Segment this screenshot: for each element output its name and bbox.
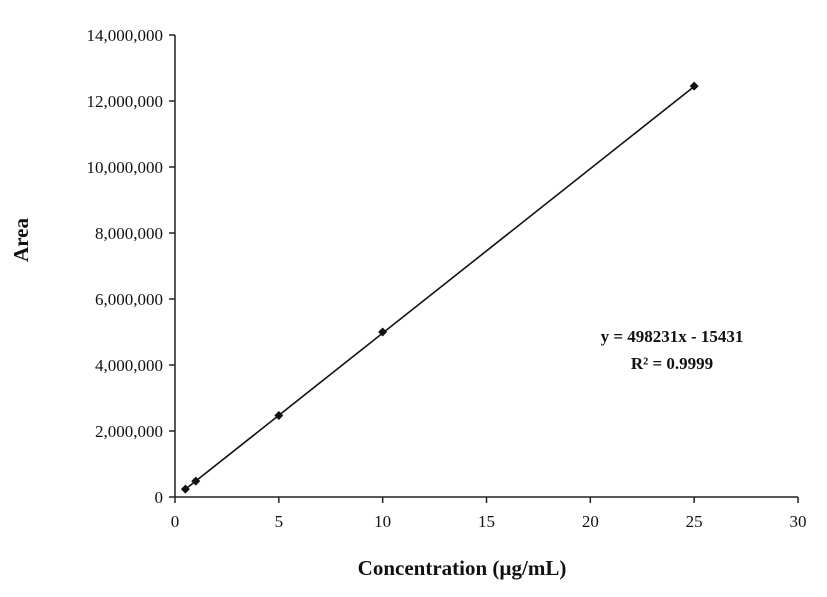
y-tick-label: 10,000,000: [87, 158, 164, 177]
y-tick-label: 14,000,000: [87, 26, 164, 45]
y-axis-ticks: 0 2,000,000 4,000,000 6,000,000 8,000,000 10,…: [87, 26, 175, 507]
x-axis-ticks: 0 5 10 15 20 25 30: [171, 497, 807, 531]
y-tick-label: 8,000,000: [95, 224, 163, 243]
x-tick-label: 25: [686, 512, 703, 531]
y-tick-label: 4,000,000: [95, 356, 163, 375]
data-point: [180, 484, 190, 494]
x-tick-label: 20: [582, 512, 599, 531]
x-axis-title: Concentration (µg/mL): [358, 556, 567, 580]
data-point: [274, 410, 284, 420]
data-point: [378, 327, 388, 337]
x-tick-label: 5: [275, 512, 284, 531]
y-tick-label: 12,000,000: [87, 92, 164, 111]
trendline-equation: y = 498231x - 15431: [601, 327, 744, 346]
x-tick-label: 15: [478, 512, 495, 531]
data-point: [191, 476, 201, 486]
data-points: [180, 81, 699, 494]
r-squared-label: R² = 0.9999: [631, 354, 713, 373]
trendline-group: [184, 85, 695, 490]
x-tick-label: 10: [374, 512, 391, 531]
y-tick-label: 6,000,000: [95, 290, 163, 309]
y-axis-title: Area: [9, 218, 33, 262]
x-tick-label: 0: [171, 512, 180, 531]
y-tick-label: 0: [155, 488, 164, 507]
axes: [174, 35, 798, 498]
trendline: [184, 85, 695, 490]
y-tick-label: 2,000,000: [95, 422, 163, 441]
data-point: [689, 81, 699, 91]
x-tick-label: 30: [790, 512, 807, 531]
